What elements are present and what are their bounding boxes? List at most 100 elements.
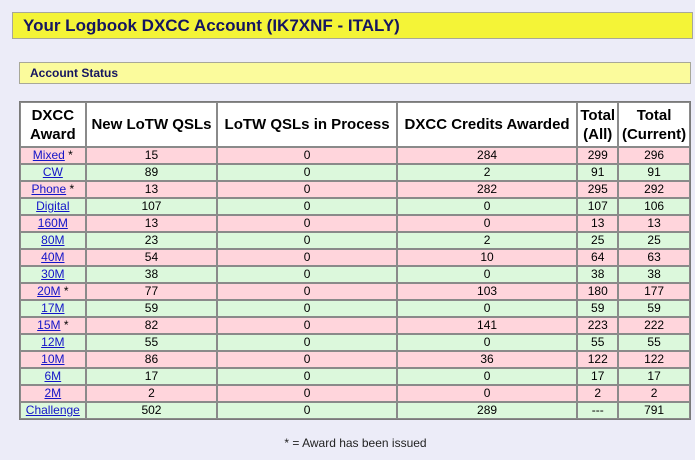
column-header-new-lotw-qsls: New LoTW QSLs	[85, 102, 218, 147]
dxcc-credits-cell: 2	[396, 232, 578, 249]
award-link-6m[interactable]: 6M	[44, 369, 62, 383]
column-header-total-current: Total (Current)	[618, 102, 690, 147]
lotw-in-process-cell: 0	[217, 283, 397, 300]
new-lotw-qsls-cell: 2	[85, 385, 218, 402]
award-link-10m[interactable]: 10M	[41, 352, 65, 366]
dxcc-credits-cell: 0	[396, 198, 578, 215]
award-link-160m[interactable]: 160M	[37, 216, 68, 230]
total-all-cell: 59	[577, 300, 619, 317]
total-all-cell: 107	[577, 198, 619, 215]
table-row: 160M 13 0 0 13 13	[20, 215, 690, 232]
new-lotw-qsls-cell: 82	[85, 317, 218, 334]
table-row: 20M * 77 0 103 180 177	[20, 283, 690, 300]
award-cell: 30M	[20, 266, 86, 283]
award-link-challenge[interactable]: Challenge	[25, 403, 80, 417]
award-link-cw[interactable]: CW	[42, 165, 63, 179]
award-link-mixed[interactable]: Mixed	[32, 148, 65, 162]
total-all-cell: 25	[577, 232, 619, 249]
total-current-cell: 38	[618, 266, 690, 283]
table-header-row: DXCC Award New LoTW QSLs LoTW QSLs in Pro…	[20, 102, 690, 147]
table-row: Challenge 502 0 289 --- 791	[20, 402, 690, 419]
award-cell: 15M *	[20, 317, 86, 334]
lotw-in-process-cell: 0	[217, 215, 397, 232]
total-all-cell: 38	[577, 266, 619, 283]
total-all-cell: 91	[577, 164, 619, 181]
lotw-in-process-cell: 0	[217, 402, 397, 419]
award-cell: Digital	[20, 198, 86, 215]
new-lotw-qsls-cell: 13	[85, 181, 218, 198]
award-issued-marker: *	[64, 148, 73, 162]
total-current-cell: 222	[618, 317, 690, 334]
column-header-dxcc-award: DXCC Award	[20, 102, 86, 147]
award-cell: Mixed *	[20, 147, 86, 164]
total-current-cell: 63	[618, 249, 690, 266]
new-lotw-qsls-cell: 86	[85, 351, 218, 368]
dxcc-credits-cell: 36	[396, 351, 578, 368]
total-all-cell: 2	[577, 385, 619, 402]
award-link-20m[interactable]: 20M	[37, 284, 61, 298]
total-current-cell: 17	[618, 368, 690, 385]
total-all-cell: 180	[577, 283, 619, 300]
dxcc-credits-cell: 141	[396, 317, 578, 334]
lotw-in-process-cell: 0	[217, 198, 397, 215]
award-link-2m[interactable]: 2M	[44, 386, 62, 400]
column-header-total-all: Total (All)	[577, 102, 619, 147]
lotw-in-process-cell: 0	[217, 164, 397, 181]
lotw-in-process-cell: 0	[217, 266, 397, 283]
total-current-cell: 13	[618, 215, 690, 232]
dxcc-credits-cell: 0	[396, 334, 578, 351]
award-link-phone[interactable]: Phone	[31, 182, 67, 196]
award-link-12m[interactable]: 12M	[41, 335, 65, 349]
lotw-in-process-cell: 0	[217, 181, 397, 198]
lotw-in-process-cell: 0	[217, 351, 397, 368]
dxcc-credits-cell: 10	[396, 249, 578, 266]
dxcc-credits-cell: 282	[396, 181, 578, 198]
new-lotw-qsls-cell: 59	[85, 300, 218, 317]
dxcc-credits-cell: 103	[396, 283, 578, 300]
table-row: 10M 86 0 36 122 122	[20, 351, 690, 368]
dxcc-credits-cell: 0	[396, 368, 578, 385]
total-all-cell: 223	[577, 317, 619, 334]
total-current-cell: 791	[618, 402, 690, 419]
dxcc-credits-cell: 289	[396, 402, 578, 419]
award-link-80m[interactable]: 80M	[41, 233, 65, 247]
new-lotw-qsls-cell: 38	[85, 266, 218, 283]
table-row: Mixed * 15 0 284 299 296	[20, 147, 690, 164]
total-current-cell: 91	[618, 164, 690, 181]
lotw-in-process-cell: 0	[217, 317, 397, 334]
dxcc-credits-cell: 0	[396, 300, 578, 317]
total-current-cell: 106	[618, 198, 690, 215]
award-issued-marker: *	[66, 182, 75, 196]
award-cell: Challenge	[20, 402, 86, 419]
award-link-17m[interactable]: 17M	[41, 301, 65, 315]
award-issued-footnote: * = Award has been issued	[284, 436, 427, 450]
total-current-cell: 292	[618, 181, 690, 198]
total-current-cell: 55	[618, 334, 690, 351]
total-all-cell: ---	[577, 402, 619, 419]
table-row: 2M 2 0 0 2 2	[20, 385, 690, 402]
award-link-15m[interactable]: 15M	[37, 318, 61, 332]
lotw-in-process-cell: 0	[217, 147, 397, 164]
new-lotw-qsls-cell: 13	[85, 215, 218, 232]
award-link-digital[interactable]: Digital	[36, 199, 70, 213]
table-row: Digital 107 0 0 107 106	[20, 198, 690, 215]
award-cell: 6M	[20, 368, 86, 385]
total-all-cell: 17	[577, 368, 619, 385]
dxcc-credits-cell: 284	[396, 147, 578, 164]
lotw-in-process-cell: 0	[217, 334, 397, 351]
table-row: 17M 59 0 0 59 59	[20, 300, 690, 317]
award-issued-marker: *	[60, 318, 69, 332]
lotw-in-process-cell: 0	[217, 385, 397, 402]
table-row: 6M 17 0 0 17 17	[20, 368, 690, 385]
column-header-dxcc-credits-awarded: DXCC Credits Awarded	[396, 102, 578, 147]
column-header-lotw-qsls-in-process: LoTW QSLs in Process	[217, 102, 397, 147]
award-cell: 2M	[20, 385, 86, 402]
lotw-in-process-cell: 0	[217, 249, 397, 266]
page-title: Your Logbook DXCC Account (IK7XNF - ITAL…	[12, 12, 693, 39]
new-lotw-qsls-cell: 89	[85, 164, 218, 181]
award-link-30m[interactable]: 30M	[41, 267, 65, 281]
total-current-cell: 177	[618, 283, 690, 300]
award-link-40m[interactable]: 40M	[41, 250, 65, 264]
award-cell: 80M	[20, 232, 86, 249]
total-all-cell: 299	[577, 147, 619, 164]
